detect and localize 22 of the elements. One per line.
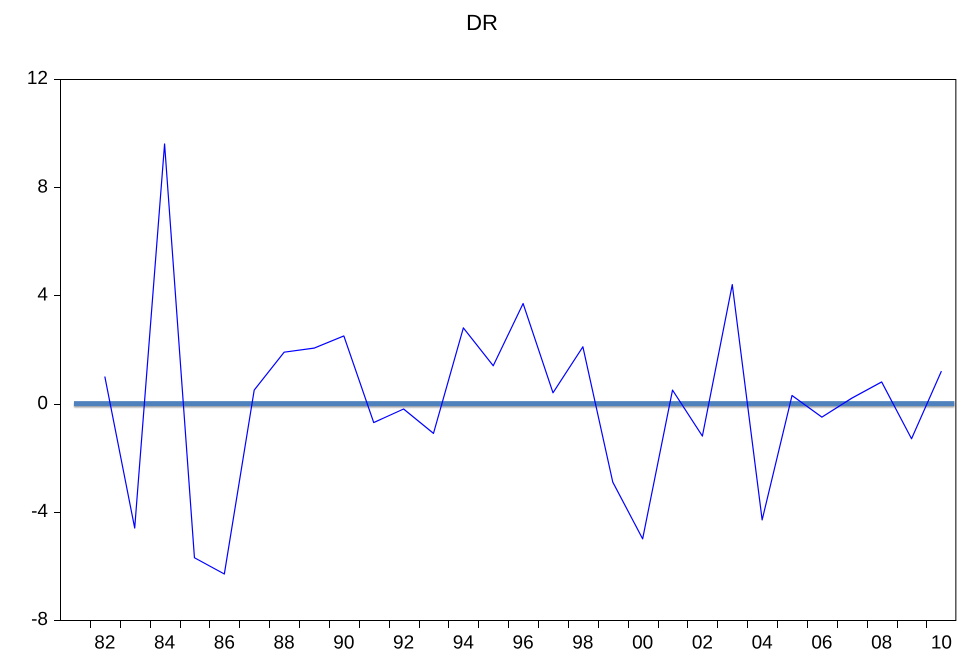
x-tick-label: 08 (871, 632, 892, 654)
x-tick-label: 92 (393, 632, 414, 654)
y-tick-label: -4 (31, 501, 48, 522)
x-tick-label: 00 (632, 632, 654, 654)
x-tick-label: 86 (214, 632, 235, 654)
y-tick-label: 4 (37, 284, 48, 306)
x-tick-label: 10 (930, 632, 952, 654)
x-tick-label: 02 (692, 632, 713, 654)
x-tick-label: 84 (154, 632, 176, 654)
x-tick-label: 88 (274, 632, 295, 654)
x-tick-label: 94 (452, 632, 474, 654)
x-tick-label: 04 (752, 632, 774, 654)
y-tick-label: 0 (37, 392, 48, 414)
x-tick-label: 82 (94, 632, 116, 654)
chart-title: DR (465, 10, 499, 36)
x-tick-label: 06 (811, 632, 832, 654)
x-tick-label: 98 (572, 632, 594, 654)
y-tick-label: -8 (31, 609, 48, 630)
y-tick-label: 12 (26, 68, 48, 90)
x-tick-label: 96 (512, 632, 534, 654)
y-tick-label: 8 (37, 176, 48, 198)
x-tick-label: 90 (333, 632, 354, 654)
